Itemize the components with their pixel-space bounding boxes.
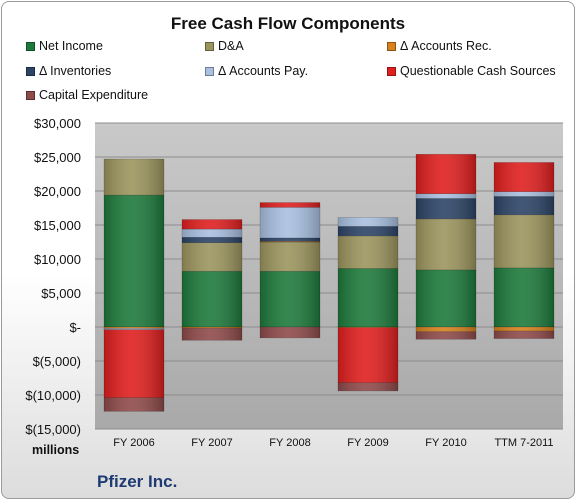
legend-swatch [205, 66, 214, 76]
bar-segment-shading [182, 237, 242, 243]
bar-segment-shading [260, 327, 320, 338]
bar-segment-shading [416, 218, 476, 270]
legend-swatch [26, 66, 35, 76]
bar-segment-shading [182, 327, 242, 329]
legend-item: Δ Inventories [26, 64, 111, 78]
bar-segment-shading [338, 382, 398, 391]
bar-segment-shading [182, 229, 242, 238]
bar-segment-shading [104, 327, 164, 329]
legend-swatch [26, 41, 35, 51]
y-tick-label: $25,000 [34, 150, 81, 165]
legend-item: Capital Expenditure [26, 88, 148, 102]
bar-segment-shading [338, 268, 398, 327]
bar-segment-shading [182, 271, 242, 327]
x-tick-label: FY 2010 [425, 437, 466, 449]
bar-segment-shading [494, 327, 554, 332]
bar-segment-shading [338, 327, 398, 328]
x-tick-label: FY 2007 [191, 437, 232, 449]
legend-swatch [387, 66, 396, 76]
legend-item: Δ Accounts Rec. [387, 39, 492, 53]
bar-segment-shading [416, 269, 476, 327]
bar-segment-shading [260, 207, 320, 238]
y-axis-unit-label: millions [32, 443, 80, 457]
bar-segment-shading [260, 241, 320, 242]
y-tick-label: $- [69, 320, 81, 335]
bar-segment-shading [416, 193, 476, 199]
bar-segment-shading [416, 331, 476, 340]
bar-segment-shading [182, 219, 242, 230]
bar-segment-shading [338, 217, 398, 227]
legend-label: Net Income [39, 39, 103, 53]
bar-segment-shading [494, 331, 554, 339]
legend-label: Questionable Cash Sources [400, 64, 556, 78]
bar-segment-shading [494, 196, 554, 215]
bar-segment-shading [338, 235, 398, 269]
bar-segment-shading [260, 237, 320, 242]
legend-item: Δ Accounts Pay. [205, 64, 308, 78]
x-tick-label: FY 2006 [113, 437, 154, 449]
bar-segment-shading [494, 267, 554, 327]
x-tick-label: FY 2008 [269, 437, 310, 449]
legend-label: D&A [218, 39, 244, 53]
bar-segment-shading [260, 202, 320, 208]
legend-swatch [205, 41, 214, 51]
legend-item: Questionable Cash Sources [387, 64, 556, 78]
bar-segment-shading [260, 271, 320, 327]
legend-label: Δ Accounts Pay. [218, 64, 309, 78]
bar-segment-shading [416, 327, 476, 332]
legend-swatch [387, 41, 396, 51]
bar-segment-shading [338, 327, 398, 383]
y-tick-label: $(10,000) [25, 388, 81, 403]
x-tick-label: TTM 7-2011 [494, 437, 553, 449]
company-name: Pfizer Inc. [97, 472, 178, 491]
bar-segment-shading [416, 198, 476, 219]
bar-segment-shading [104, 329, 164, 398]
y-tick-label: $20,000 [34, 184, 81, 199]
chart-title: Free Cash Flow Components [170, 14, 406, 33]
y-tick-label: $15,000 [34, 218, 81, 233]
bar-segment-shading [494, 162, 554, 192]
bar-segment-shading [182, 242, 242, 272]
bar-segment-shading [104, 195, 164, 327]
legend-label: Δ Accounts Rec. [400, 39, 492, 53]
bar-segment-shading [338, 226, 398, 236]
y-tick-label: $30,000 [34, 116, 81, 131]
bar-segment-shading [182, 328, 242, 341]
y-tick-label: $(5,000) [33, 354, 81, 369]
legend-label: Capital Expenditure [39, 88, 149, 102]
bar-segment-shading [104, 328, 164, 330]
plot-background [95, 123, 563, 429]
bar-segment-shading [416, 154, 476, 194]
bar-segment-shading [260, 242, 320, 272]
x-tick-label: FY 2009 [347, 437, 388, 449]
y-tick-label: $(15,000) [25, 422, 81, 437]
legend-swatch [26, 90, 35, 100]
legend-item: Net Income [26, 39, 103, 53]
bar-segment-shading [494, 214, 554, 268]
y-tick-label: $10,000 [34, 252, 81, 267]
bar-segment-shading [104, 397, 164, 412]
bar-segment-shading [104, 159, 164, 196]
legend-item: D&A [205, 39, 244, 53]
y-tick-label: $5,000 [41, 286, 81, 301]
legend-label: Δ Inventories [39, 64, 112, 78]
bar-segment-shading [494, 191, 554, 197]
chart-legend: Net Income D&A Δ Accounts Rec. Δ Inventorie… [2, 2, 574, 112]
